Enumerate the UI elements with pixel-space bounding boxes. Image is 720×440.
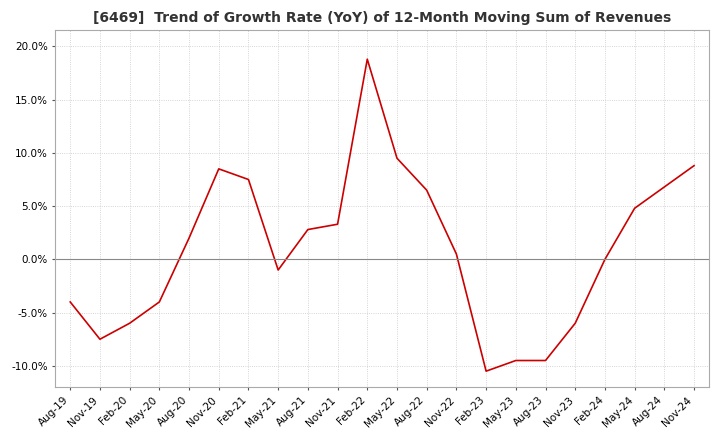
Title: [6469]  Trend of Growth Rate (YoY) of 12-Month Moving Sum of Revenues: [6469] Trend of Growth Rate (YoY) of 12-… [93,11,671,25]
